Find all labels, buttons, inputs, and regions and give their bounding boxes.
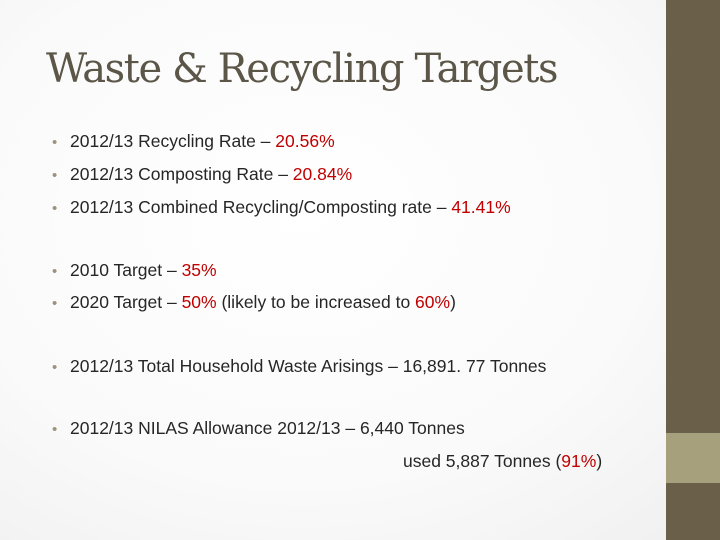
- composting-rate-label: 2012/13 Composting Rate –: [70, 164, 293, 184]
- bullet-2020-target: • 2020 Target – 50% (likely to be increas…: [52, 290, 456, 314]
- nilas-allowance-text: 2012/13 NILAS Allowance 2012/13 – 6,440 …: [70, 418, 465, 438]
- target-2020-label: 2020 Target –: [70, 292, 182, 312]
- bullet-icon: •: [52, 200, 58, 217]
- composting-rate-value: 20.84%: [292, 164, 353, 184]
- target-2020-note-close: ): [450, 292, 456, 312]
- bullet-icon: •: [52, 359, 58, 376]
- target-2020-note-open: (likely to be increased to: [216, 292, 416, 312]
- target-2010-label: 2010 Target –: [70, 260, 182, 280]
- sidebar-dark-band: [666, 0, 720, 433]
- sidebar-light-band: [666, 433, 720, 483]
- household-waste-text: 2012/13 Total Household Waste Arisings –…: [70, 356, 547, 376]
- bullet-icon: •: [52, 167, 58, 184]
- bullet-icon: •: [52, 421, 58, 438]
- slide-title: Waste & Recycling Targets: [46, 46, 558, 92]
- sidebar-bottom-band: [666, 483, 720, 540]
- combined-rate-value: 41.41%: [451, 197, 511, 217]
- bullet-icon: •: [52, 295, 58, 312]
- bullet-icon: •: [52, 134, 58, 151]
- nilas-used-suffix: ): [596, 451, 603, 471]
- bullet-nilas-allowance: • 2012/13 NILAS Allowance 2012/13 – 6,440…: [52, 416, 465, 440]
- combined-rate-label: 2012/13 Combined Recycling/Composting ra…: [70, 197, 452, 217]
- recycling-rate-label: 2012/13 Recycling Rate –: [70, 131, 276, 151]
- bullet-icon: •: [52, 263, 58, 280]
- bullet-composting-rate: • 2012/13 Composting Rate – 20.84%: [52, 162, 352, 186]
- sidebar-decoration: [666, 0, 720, 540]
- bullet-household-waste: • 2012/13 Total Household Waste Arisings …: [52, 354, 546, 378]
- recycling-rate-value: 20.56%: [275, 131, 335, 151]
- target-2010-value: 35%: [181, 260, 217, 280]
- target-2020-value: 50%: [181, 292, 217, 312]
- bullet-recycling-rate: • 2012/13 Recycling Rate – 20.56%: [52, 129, 335, 153]
- nilas-used-line: used 5,887 Tonnes (91%): [403, 449, 602, 473]
- nilas-used-prefix: used 5,887 Tonnes (: [403, 451, 562, 471]
- nilas-used-value: 91%: [561, 451, 597, 471]
- bullet-combined-rate: • 2012/13 Combined Recycling/Composting r…: [52, 195, 511, 219]
- target-2020-note-value: 60%: [415, 292, 451, 312]
- bullet-2010-target: • 2010 Target – 35%: [52, 258, 217, 282]
